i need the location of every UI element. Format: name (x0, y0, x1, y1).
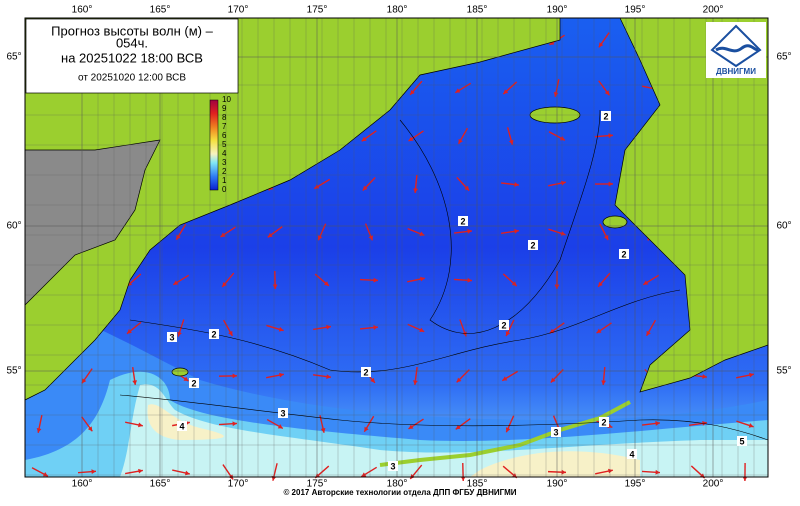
color-bar (210, 100, 218, 190)
contour-label: 3 (390, 461, 395, 471)
lon-label: 200° (703, 479, 724, 490)
lon-label: 190° (547, 5, 568, 16)
title-box: Прогноз высоты волн (м) – 054ч. на 20251… (26, 19, 238, 93)
lon-label: 180° (387, 5, 408, 16)
lat-label: 55° (6, 366, 21, 377)
contour-label: 2 (211, 329, 216, 339)
color-scale-label: 4 (222, 149, 227, 158)
lon-label: 195° (625, 5, 646, 16)
color-scale-label: 6 (222, 131, 227, 140)
lon-label: 175° (307, 479, 328, 490)
contour-label: 3 (280, 408, 285, 418)
lat-label: 55° (776, 366, 791, 377)
color-scale-label: 5 (222, 140, 227, 149)
contour-label: 2 (621, 249, 626, 259)
lat-label: 60° (6, 221, 21, 232)
title: 054ч. (116, 35, 148, 50)
lon-label: 170° (228, 5, 249, 16)
lon-label: 170° (228, 479, 249, 490)
contour-label: 2 (603, 111, 608, 121)
lon-label: 180° (387, 479, 408, 490)
color-scale-label: 9 (222, 104, 227, 113)
lon-label: 185° (467, 479, 488, 490)
lon-label: 160° (72, 5, 93, 16)
lon-label: 165° (150, 479, 171, 490)
lon-label: 185° (467, 5, 488, 16)
contour-label: 2 (460, 216, 465, 226)
lon-label: 195° (625, 479, 646, 490)
contour-label: 3 (553, 427, 558, 437)
lon-label: 165° (150, 5, 171, 16)
lat-label: 65° (6, 52, 21, 63)
forecast-time: на 20251022 18:00 ВСВ (61, 50, 203, 65)
contour-label: 2 (363, 367, 368, 377)
island (172, 368, 188, 376)
logo-text: ДВНИГМИ (716, 67, 756, 76)
lon-label: 200° (703, 5, 724, 16)
contour-label: 2 (530, 240, 535, 250)
lon-label: 175° (307, 5, 328, 16)
color-scale-label: 3 (222, 158, 227, 167)
contour-label: 4 (629, 449, 634, 459)
color-scale-label: 7 (222, 122, 227, 131)
contour-label: 2 (601, 417, 606, 427)
issue-time: от 20251020 12:00 ВСВ (78, 73, 186, 84)
color-scale-label: 0 (222, 185, 227, 194)
contour-label: 2 (191, 378, 196, 388)
lat-label: 65° (776, 52, 791, 63)
logo: ДВНИГМИ (706, 22, 766, 78)
color-scale-label: 2 (222, 167, 227, 176)
lon-label: 190° (547, 479, 568, 490)
contour-label: 5 (739, 436, 744, 446)
lon-label: 160° (72, 479, 93, 490)
color-scale-label: 8 (222, 113, 227, 122)
color-scale-label: 10 (222, 95, 231, 104)
lat-label: 60° (776, 221, 791, 232)
color-scale-label: 1 (222, 176, 227, 185)
contour-label: 4 (179, 421, 184, 431)
contour-label: 3 (169, 332, 174, 342)
contour-label: 2 (501, 320, 506, 330)
